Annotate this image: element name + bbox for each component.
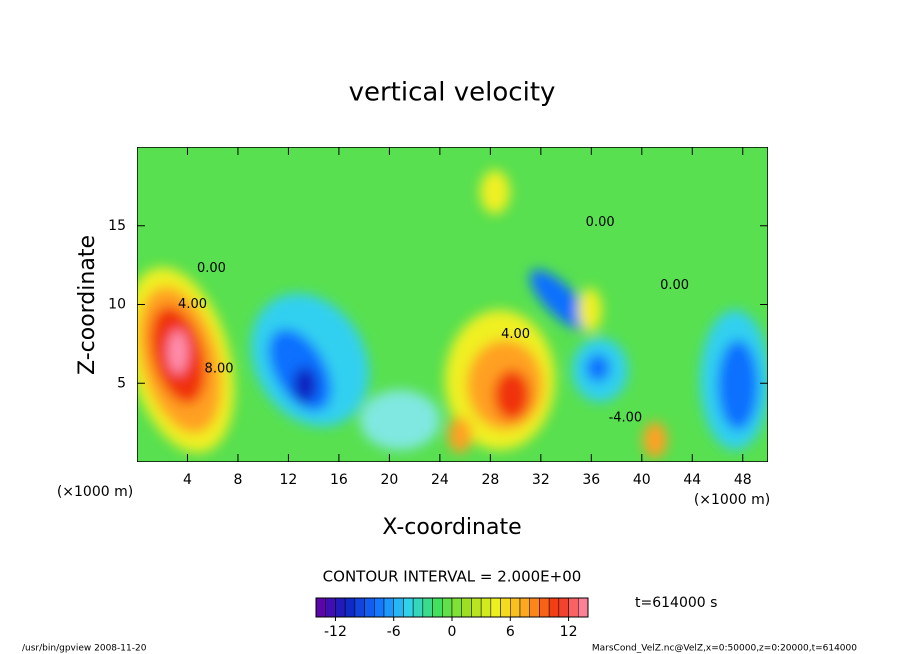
colorbar-cell [354,597,365,618]
x-tick-label: 16 [330,472,348,488]
contour-label: 0.00 [586,215,615,230]
colorbar-tick-label: -6 [387,624,401,640]
colorbar-cell [519,597,530,618]
colorbar-cell [383,597,394,618]
footer-left: /usr/bin/gpview 2008-11-20 [22,644,147,654]
colorbar-tick-label: 12 [560,624,578,640]
colorbar-cell [432,597,443,618]
x-tick-label: 24 [431,472,449,488]
x-tick-label: 20 [380,472,398,488]
x-tick-label: 40 [633,472,651,488]
colorbar-cell [374,597,385,618]
contour-label: 0.00 [660,278,689,293]
colorbar-cell [451,597,462,618]
y-axis-label: Z-coordinate [75,235,100,375]
colorbar-tick-label: 0 [448,624,457,640]
y-tick-label: 15 [108,218,126,234]
colorbar-cell [315,597,326,618]
colorbar-cell [490,597,501,618]
colorbar-cell [529,597,540,618]
contour-label: 0.00 [197,261,226,276]
contour-label: 4.00 [501,327,530,342]
colorbar-cell [578,597,589,618]
contour-label: 8.00 [205,362,234,377]
colorbar-cell [403,597,414,618]
y-tick-label: 5 [117,375,126,391]
x-tick-label: 12 [280,472,298,488]
colorbar-cell [548,597,560,618]
colorbar-tick-label: -12 [324,624,347,640]
contour-label: 4.00 [178,297,207,312]
colorbar-tick-label: 6 [506,624,515,640]
chart-title: vertical velocity [349,78,556,108]
colorbar-cell [461,597,472,618]
colorbar-cell [558,597,569,618]
x-tick-label: 48 [734,472,752,488]
x-tick-label: 4 [183,472,192,488]
x-unit: (×1000 m) [694,492,770,508]
colorbar-cell [471,597,482,618]
x-tick-label: 32 [532,472,550,488]
footer-right: MarsCond_VelZ.nc@VelZ,x=0:50000,z=0:2000… [592,644,857,654]
colorbar-cell [393,597,404,618]
contour-interval: CONTOUR INTERVAL = 2.000E+00 [323,568,582,586]
y-tick-label: 10 [108,297,126,313]
time-label: t=614000 s [635,595,717,611]
colorbar-cell [412,597,424,618]
x-axis-label: X-coordinate [382,515,521,540]
x-tick-label: 28 [481,472,499,488]
x-tick-label: 36 [582,472,600,488]
colorbar-cell [335,597,346,618]
contour-label: -4.00 [609,410,643,425]
colorbar-cell [325,597,336,618]
colorbar-cell [539,597,550,618]
field [137,147,768,462]
x-tick-label: 8 [233,472,242,488]
colorbar-cell [568,597,579,618]
x-tick-label: 44 [683,472,701,488]
colorbar-cell [442,597,453,618]
colorbar-cell [344,597,356,618]
colorbar-cell [500,597,511,618]
colorbar-cell [510,597,521,618]
colorbar-cell [364,597,375,618]
colorbar-cell [480,597,492,618]
x-unit: (×1000 m) [57,484,133,500]
colorbar-cell [422,597,433,618]
